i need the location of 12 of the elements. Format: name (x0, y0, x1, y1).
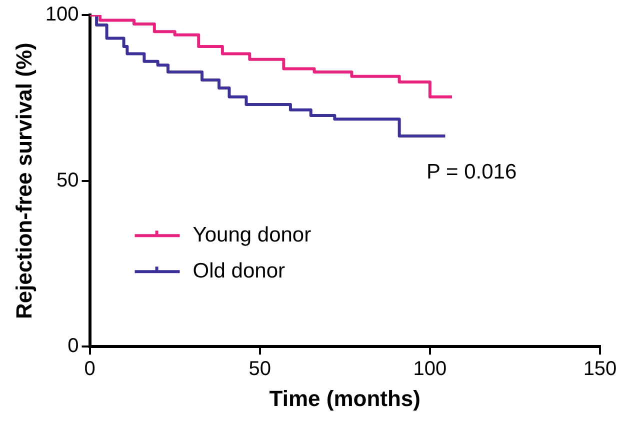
y-tick-label: 100 (45, 4, 79, 26)
y-tick-label: 0 (68, 335, 79, 358)
annotation: P = 0.016 (426, 160, 517, 184)
x-axis-title: Time (months) (269, 386, 420, 411)
x-tick-label: 150 (583, 358, 617, 380)
x-tick-label: 0 (84, 358, 96, 380)
x-tick-label: 100 (413, 358, 447, 380)
legend-label: Young donor (192, 223, 312, 246)
legend-label: Old donor (192, 259, 286, 282)
y-axis-title: Rejection-free survival (%) (11, 42, 36, 319)
x-tick-label: 50 (248, 358, 271, 380)
y-tick-label: 50 (56, 169, 79, 192)
